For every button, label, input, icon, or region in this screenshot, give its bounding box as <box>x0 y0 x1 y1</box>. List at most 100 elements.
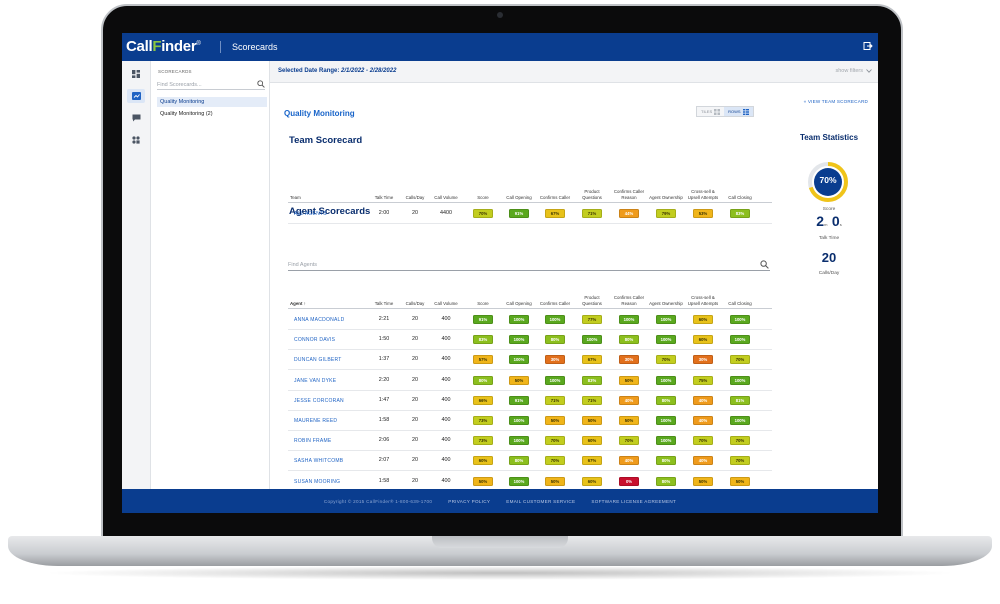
agent-name-link[interactable]: JANE VAN DYKE <box>294 377 337 384</box>
score-pill[interactable]: 70% <box>730 355 750 365</box>
score-pill[interactable]: 50% <box>545 476 565 486</box>
agent-name-link[interactable]: DUNCAN GILBERT <box>294 357 342 364</box>
score-pill[interactable]: 50% <box>730 476 750 486</box>
score-pill[interactable]: 100% <box>730 315 750 324</box>
tiles-toggle[interactable]: TILES <box>697 107 725 116</box>
score-pill[interactable]: 70% <box>473 209 493 218</box>
agent-name-link[interactable]: JESSE CORCORAN <box>294 397 344 404</box>
score-pill[interactable]: 60% <box>582 476 602 486</box>
score-pill[interactable]: 100% <box>509 436 529 446</box>
scorecard-search-input[interactable] <box>157 80 253 89</box>
score-pill[interactable]: 100% <box>582 335 602 345</box>
score-pill[interactable]: 40% <box>693 416 713 425</box>
agent-name-link[interactable]: MAURENE REED <box>294 418 338 424</box>
score-pill[interactable]: 100% <box>545 375 565 385</box>
email-customer-service-link[interactable]: EMAIL CUSTOMER SERVICE <box>506 498 576 504</box>
score-pill[interactable]: 60% <box>693 315 713 324</box>
score-pill[interactable]: 60% <box>473 456 493 466</box>
score-pill[interactable]: 50% <box>509 375 529 385</box>
score-pill[interactable]: 80% <box>656 456 676 466</box>
score-pill[interactable]: 91% <box>509 209 529 218</box>
rail-scorecards[interactable] <box>127 89 145 103</box>
score-pill[interactable]: 100% <box>730 335 750 345</box>
agent-name-link[interactable]: SASHA WHITCOMB <box>294 458 344 465</box>
column-header-team[interactable]: Team <box>290 194 301 200</box>
score-pill[interactable]: 80% <box>545 335 565 345</box>
score-pill[interactable]: 71% <box>582 209 602 218</box>
score-pill[interactable]: 40% <box>693 395 713 405</box>
score-pill[interactable]: 50% <box>473 476 493 486</box>
score-pill[interactable]: 70% <box>619 436 639 446</box>
score-pill[interactable]: 50% <box>619 375 639 385</box>
score-pill[interactable]: 80% <box>656 395 676 405</box>
score-pill[interactable]: 50% <box>545 416 565 425</box>
score-pill[interactable]: 50% <box>693 476 713 486</box>
software-license-link[interactable]: SOFTWARE LICENSE AGREEMENT <box>591 498 677 504</box>
score-pill[interactable]: 100% <box>509 476 529 486</box>
score-pill[interactable]: 83% <box>582 375 602 385</box>
score-pill[interactable]: 40% <box>619 456 639 466</box>
score-pill[interactable]: 80% <box>509 456 529 466</box>
score-pill[interactable]: 70% <box>730 436 750 446</box>
score-pill[interactable]: 70% <box>730 456 750 466</box>
score-pill[interactable]: 53% <box>693 209 713 218</box>
show-filters-toggle[interactable]: show filters <box>835 68 872 74</box>
score-pill[interactable]: 50% <box>582 416 602 425</box>
score-pill[interactable]: 57% <box>473 355 493 365</box>
score-pill[interactable]: 83% <box>730 209 750 218</box>
score-pill[interactable]: 71% <box>582 395 602 405</box>
score-pill[interactable]: 50% <box>619 416 639 425</box>
score-pill[interactable]: 30% <box>693 355 713 365</box>
score-pill[interactable]: 66% <box>473 395 493 405</box>
score-pill[interactable]: 75% <box>693 375 713 385</box>
score-pill[interactable]: 100% <box>509 315 529 324</box>
score-pill[interactable]: 80% <box>619 335 639 345</box>
score-pill[interactable]: 79% <box>656 209 676 218</box>
score-pill[interactable]: 73% <box>473 416 493 425</box>
sidebar-item-quality-monitoring[interactable]: Quality Monitoring <box>157 97 267 107</box>
score-pill[interactable]: 100% <box>656 416 676 425</box>
score-pill[interactable]: 44% <box>619 209 639 218</box>
score-pill[interactable]: 91% <box>509 395 529 405</box>
score-pill[interactable]: 100% <box>656 315 676 324</box>
score-pill[interactable]: 100% <box>656 375 676 385</box>
score-pill[interactable]: 70% <box>545 456 565 466</box>
score-pill[interactable]: 71% <box>545 395 565 405</box>
column-header-agent[interactable]: Agent ↑ <box>290 300 306 306</box>
view-team-scorecard-link[interactable]: « VIEW TEAM SCORECARD <box>803 99 868 104</box>
score-pill[interactable]: 100% <box>656 436 676 446</box>
score-pill[interactable]: 40% <box>693 456 713 466</box>
rail-messages[interactable] <box>127 111 145 125</box>
date-range-label[interactable]: Selected Date Range: 2/1/2022 - 2/28/202… <box>278 68 397 74</box>
agent-name-link[interactable]: ROBIN FRAME <box>294 438 332 445</box>
score-pill[interactable]: 100% <box>730 375 750 385</box>
agent-name-link[interactable]: CONNOR DAVIS <box>294 337 336 344</box>
team-name-link[interactable]: ALL AGENTS <box>294 211 327 217</box>
score-pill[interactable]: 83% <box>473 335 493 345</box>
score-pill[interactable]: 81% <box>730 395 750 405</box>
agent-name-link[interactable]: ANNA MACDONALD <box>294 317 345 323</box>
search-icon[interactable] <box>257 80 265 88</box>
rows-toggle[interactable]: ROWS <box>724 107 753 116</box>
score-pill[interactable]: 30% <box>619 355 639 365</box>
score-pill[interactable]: 100% <box>656 335 676 345</box>
score-pill[interactable]: 67% <box>545 209 565 218</box>
score-pill[interactable]: 73% <box>473 436 493 446</box>
score-pill[interactable]: 67% <box>582 456 602 466</box>
score-pill[interactable]: 77% <box>582 315 602 324</box>
score-pill[interactable]: 100% <box>619 315 639 324</box>
agent-name-link[interactable]: SUSAN MOORING <box>294 478 341 485</box>
rail-dashboard[interactable] <box>127 67 145 81</box>
sidebar-item-quality-monitoring-2[interactable]: Quality Monitoring (2) <box>160 111 213 117</box>
score-pill[interactable]: 30% <box>545 355 565 365</box>
score-pill[interactable]: 80% <box>473 375 493 385</box>
score-pill[interactable]: 40% <box>619 395 639 405</box>
rail-apps[interactable] <box>127 133 145 147</box>
score-pill[interactable]: 100% <box>730 416 750 425</box>
logout-icon[interactable] <box>863 41 873 51</box>
score-pill[interactable]: 70% <box>693 436 713 446</box>
score-pill[interactable]: 100% <box>509 416 529 425</box>
score-pill[interactable]: 100% <box>509 335 529 345</box>
score-pill[interactable]: 91% <box>473 315 493 324</box>
score-pill[interactable]: 70% <box>545 436 565 446</box>
